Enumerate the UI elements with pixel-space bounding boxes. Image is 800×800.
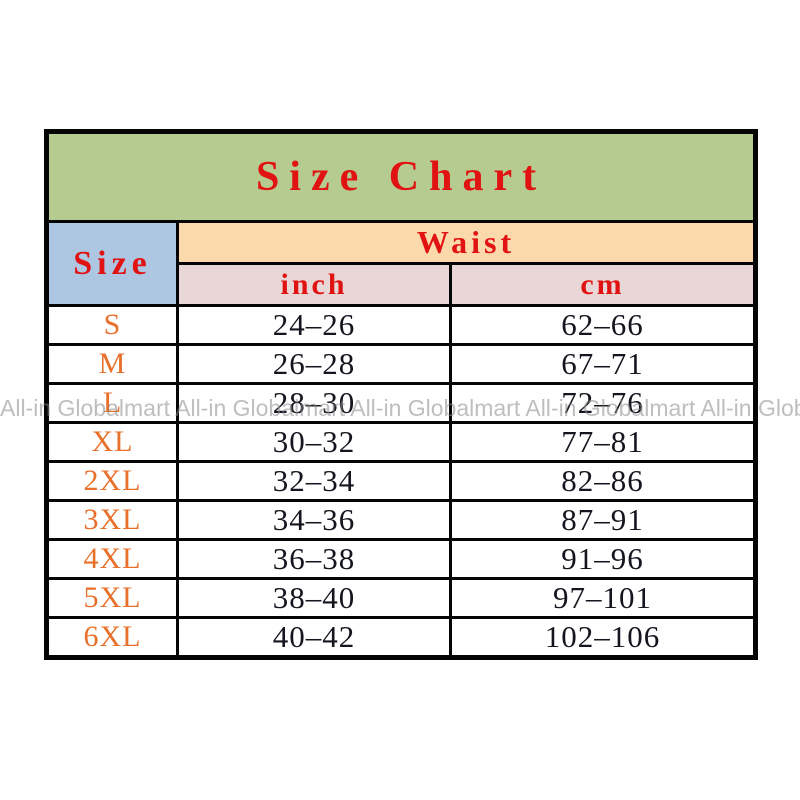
cm-column-header: cm <box>448 262 758 307</box>
inch-cell: 30–32 <box>176 421 452 463</box>
table-row: 5XL 38–40 97–101 <box>45 577 758 619</box>
size-cell: 5XL <box>45 577 179 619</box>
cm-cell: 67–71 <box>448 343 758 385</box>
size-chart-table: Size Chart Size Waist inch cm S 24–26 62… <box>44 129 759 660</box>
cm-cell: 62–66 <box>448 304 758 346</box>
size-cell: XL <box>45 421 179 463</box>
table-row: 4XL 36–38 91–96 <box>45 538 758 580</box>
group-header-row: Size Waist <box>45 220 758 307</box>
cm-cell: 87–91 <box>448 499 758 541</box>
size-cell: 3XL <box>45 499 179 541</box>
waist-group-header: Waist <box>175 220 758 265</box>
cm-cell: 102–106 <box>448 616 758 659</box>
size-cell: L <box>45 382 179 424</box>
inch-cell: 34–36 <box>176 499 452 541</box>
title-row: Size Chart <box>44 130 758 223</box>
inch-cell: 40–42 <box>176 616 452 659</box>
inch-cell: 36–38 <box>176 538 452 580</box>
table-row: 6XL 40–42 102–106 <box>45 616 758 659</box>
table-row: S 24–26 62–66 <box>45 304 758 346</box>
inch-cell: 38–40 <box>176 577 452 619</box>
cm-cell: 72–76 <box>448 382 758 424</box>
size-column-header: Size <box>45 220 179 307</box>
inch-cell: 26–28 <box>176 343 452 385</box>
inch-cell: 32–34 <box>176 460 452 502</box>
inch-column-header: inch <box>176 262 452 307</box>
inch-cell: 28–30 <box>176 382 452 424</box>
size-cell: M <box>45 343 179 385</box>
cm-cell: 97–101 <box>448 577 758 619</box>
cm-cell: 77–81 <box>448 421 758 463</box>
unit-header-row: inch cm <box>47 262 758 307</box>
table-row: L 28–30 72–76 <box>45 382 758 424</box>
size-cell: 6XL <box>45 616 179 659</box>
page-title: Size Chart <box>44 130 758 223</box>
table-row: 2XL 32–34 82–86 <box>45 460 758 502</box>
cm-cell: 82–86 <box>448 460 758 502</box>
size-cell: S <box>45 304 179 346</box>
cm-cell: 91–96 <box>448 538 758 580</box>
size-cell: 2XL <box>45 460 179 502</box>
table-row: XL 30–32 77–81 <box>45 421 758 463</box>
table-row: 3XL 34–36 87–91 <box>45 499 758 541</box>
inch-cell: 24–26 <box>176 304 452 346</box>
size-cell: 4XL <box>45 538 179 580</box>
table-row: M 26–28 67–71 <box>45 343 758 385</box>
